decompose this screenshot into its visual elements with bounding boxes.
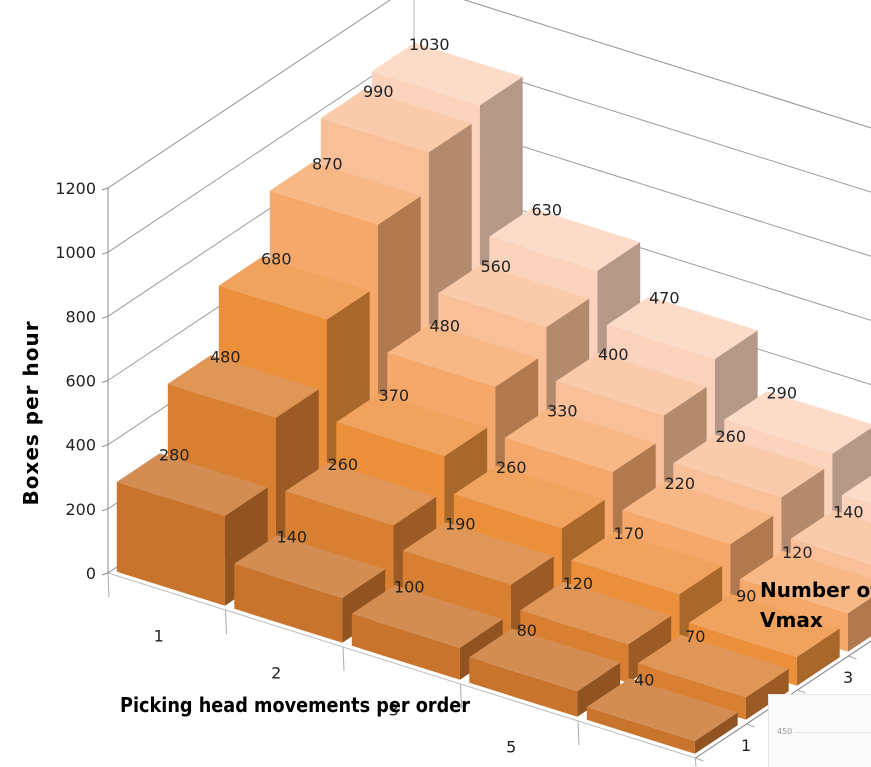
bar-value-label: 120 bbox=[562, 574, 593, 593]
bar-value-label: 220 bbox=[664, 474, 695, 493]
depth-tick-mark bbox=[747, 724, 755, 727]
y-tick-mark bbox=[102, 188, 108, 190]
bar-value-label: 170 bbox=[613, 524, 644, 543]
bar-value-label: 120 bbox=[782, 543, 813, 562]
x-axis-title: Picking head movements per order bbox=[120, 693, 470, 717]
depth-tick-label: 3 bbox=[843, 668, 853, 687]
bar-value-label: 260 bbox=[496, 458, 527, 477]
y-tick-label: 1000 bbox=[55, 243, 96, 262]
x-tick-mark bbox=[696, 758, 697, 766]
y-tick-label: 800 bbox=[65, 307, 96, 326]
y-tick-label: 600 bbox=[65, 372, 96, 391]
y-tick-label: 1200 bbox=[55, 179, 96, 198]
bar-value-label: 260 bbox=[327, 455, 358, 474]
y-tick-label: 200 bbox=[65, 500, 96, 519]
x-tick-mark bbox=[343, 647, 344, 671]
bar-value-label: 190 bbox=[445, 515, 476, 534]
x-tick-label: 1 bbox=[154, 627, 164, 646]
bar-value-label: 680 bbox=[261, 249, 292, 268]
depth-tick-mark bbox=[849, 656, 857, 659]
bar-value-label: 280 bbox=[159, 446, 190, 465]
x-tick-mark bbox=[226, 610, 227, 634]
y-tick-mark bbox=[102, 381, 108, 383]
bar-value-label: 140 bbox=[833, 503, 864, 522]
bar-value-label: 560 bbox=[480, 257, 511, 276]
y-tick-mark bbox=[102, 509, 108, 511]
overlapping-chart-thumbnail: 450 bbox=[768, 694, 871, 767]
bar-value-label: 80 bbox=[517, 621, 537, 640]
bar-value-label: 870 bbox=[312, 154, 343, 173]
depth-tick-label: 1 bbox=[741, 736, 751, 755]
bar-value-label: 100 bbox=[394, 577, 425, 596]
y-axis-title: Boxes per hour bbox=[19, 320, 43, 505]
bar-value-label: 260 bbox=[715, 427, 746, 446]
bar-value-label: 470 bbox=[649, 289, 680, 308]
depth-tick-mark bbox=[696, 758, 704, 761]
bar-value-label: 480 bbox=[210, 348, 241, 367]
depth-tick-mark bbox=[798, 690, 806, 693]
x-tick-mark bbox=[108, 573, 109, 597]
y-tick-label: 0 bbox=[86, 564, 96, 583]
y-tick-mark bbox=[102, 445, 108, 447]
y-tick-mark bbox=[102, 252, 108, 254]
bar-value-label: 370 bbox=[378, 386, 409, 405]
y-tick-mark bbox=[102, 316, 108, 318]
bar-value-label: 40 bbox=[634, 671, 654, 690]
bar-value-label: 990 bbox=[363, 82, 394, 101]
bar-value-label: 330 bbox=[547, 402, 578, 421]
y-tick-label: 400 bbox=[65, 436, 96, 455]
x-tick-label: 2 bbox=[271, 664, 281, 683]
bar-value-label: 90 bbox=[736, 587, 756, 606]
bar-value-label: 1030 bbox=[409, 35, 450, 54]
bar-value-label: 140 bbox=[276, 528, 307, 547]
y-tick-mark bbox=[102, 573, 108, 575]
inset-tick-label: 450 bbox=[777, 727, 792, 736]
bar-value-label: 70 bbox=[685, 627, 705, 646]
bar-value-label: 400 bbox=[598, 345, 629, 364]
inset-gridline bbox=[795, 732, 871, 733]
x-tick-mark bbox=[578, 721, 579, 745]
bar-value-label: 630 bbox=[531, 200, 562, 219]
bar-value-label: 480 bbox=[429, 317, 460, 336]
x-tick-label: 5 bbox=[506, 738, 516, 757]
bar-value-label: 290 bbox=[766, 383, 797, 402]
